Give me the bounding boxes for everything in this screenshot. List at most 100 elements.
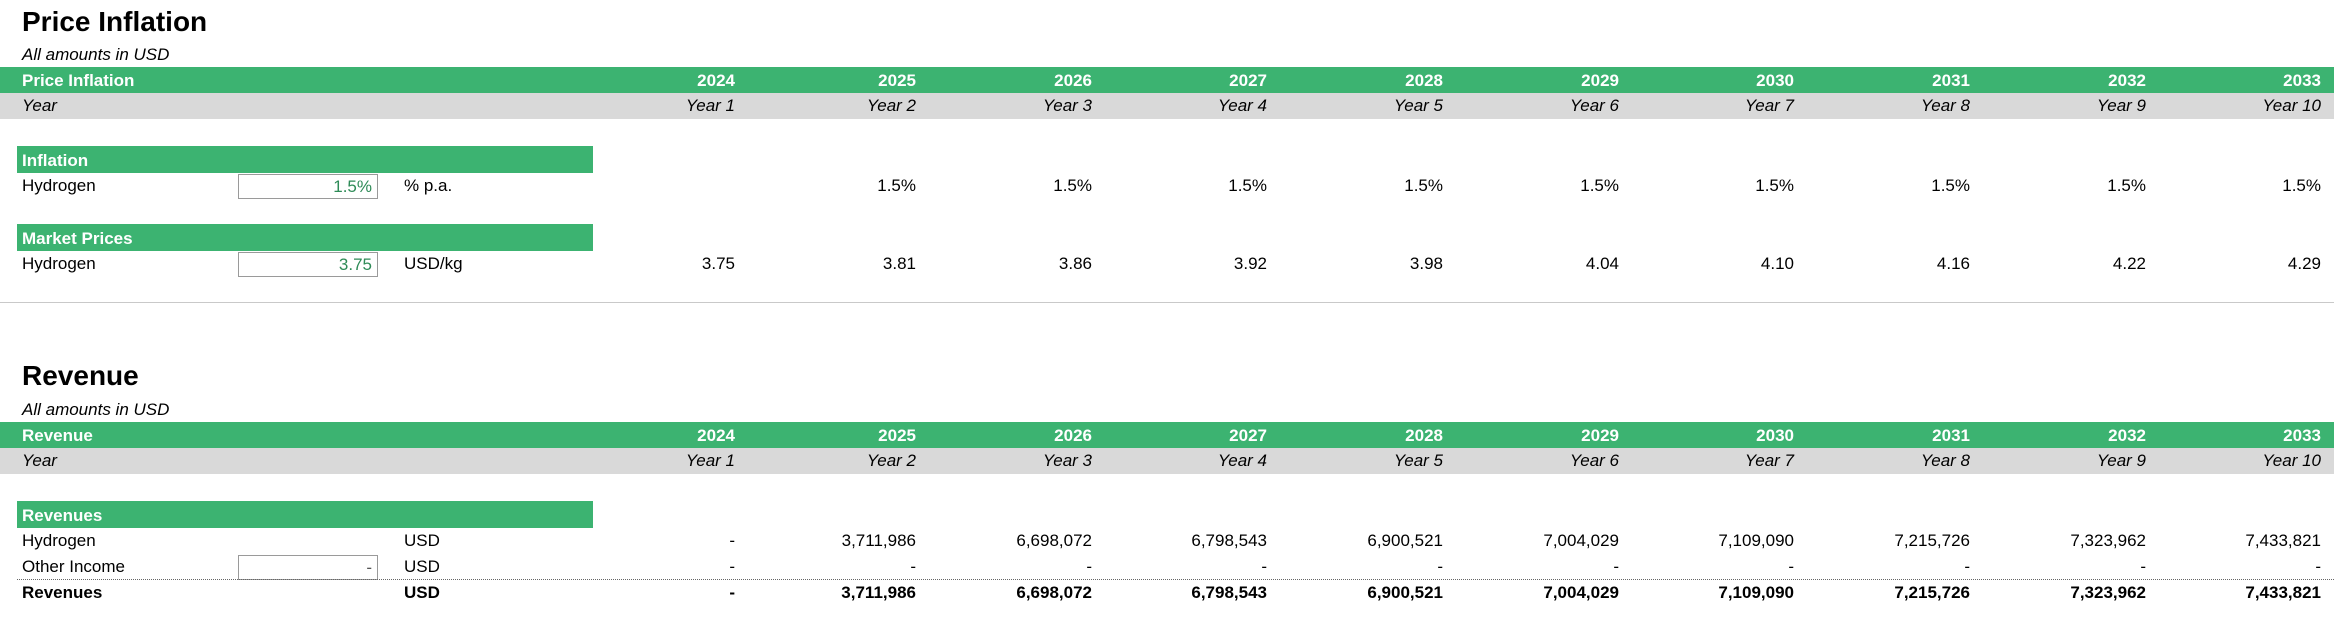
inflation-value-9: 1.5%: [2107, 176, 2146, 195]
rev-year-label-cell-5: Year 5: [1393, 451, 1443, 470]
pi-year-cell-2: 2025: [878, 71, 916, 90]
market-price-unit: USD/kg: [404, 254, 463, 273]
revenue-total-value-2: 3,711,986: [841, 583, 916, 602]
rev-year-cell-3: 2026: [1054, 426, 1092, 445]
revenue-total-label: Revenues: [22, 583, 103, 602]
revenue-year-band: Year Year 1 Year 2 Year 3 Year 4 Year 5 Year …: [0, 448, 2334, 474]
pi-year-cell-8: 2031: [1932, 71, 1970, 90]
revenue-other-income-value-7: -: [1788, 557, 1794, 576]
rev-year-label-cell-3: Year 3: [1042, 451, 1092, 470]
year-row-label: Year: [22, 96, 57, 115]
revenue-row-unit-other-income: USD: [404, 557, 440, 576]
revenue-hydrogen-value-4: 6,798,543: [1191, 531, 1267, 550]
rev-year-cell-9: 2032: [2108, 426, 2146, 445]
pi-year-label-cell-4: Year 4: [1217, 96, 1267, 115]
pi-year-cell-5: 2028: [1405, 71, 1443, 90]
pi-year-cell-1: 2024: [697, 71, 735, 90]
revenue-hydrogen-value-1: -: [729, 531, 735, 550]
revenue-other-income-value-9: -: [2140, 557, 2146, 576]
revenue-total-unit: USD: [404, 583, 440, 602]
pi-year-label-cell-2: Year 2: [866, 96, 916, 115]
market-price-value-5: 3.98: [1409, 254, 1443, 273]
revenue-header-band: Revenue 2024 2025 2026 2027 2028 2029 2030 2031…: [0, 422, 2334, 448]
market-price-value-2: 3.81: [882, 254, 916, 273]
revenues-section-header: Revenues: [17, 501, 593, 528]
revenue-other-income-value-8: -: [1964, 557, 1970, 576]
revenue-hydrogen-value-10: 7,433,821: [2245, 531, 2321, 550]
market-price-value-1: 3.75: [701, 254, 735, 273]
price-inflation-header-band: Price Inflation 2024 2025 2026 2027 2028 2029…: [0, 67, 2334, 93]
revenue-other-income-value-5: -: [1437, 557, 1443, 576]
inflation-value-4: 1.5%: [1228, 176, 1267, 195]
revenue-year-row-label: Year: [22, 451, 57, 470]
rev-year-label-cell-9: Year 9: [2096, 451, 2146, 470]
revenue-other-income-value-10: -: [2315, 557, 2321, 576]
revenue-hydrogen-value-9: 7,323,962: [2070, 531, 2146, 550]
revenue-row-unit-hydrogen: USD: [404, 531, 440, 550]
revenue-hydrogen-value-3: 6,698,072: [1016, 531, 1092, 550]
total-separator: [17, 579, 2334, 580]
inflation-row-label: Hydrogen: [22, 176, 96, 195]
revenue-row-label-other-income: Other Income: [22, 557, 125, 576]
rev-year-label-cell-6: Year 6: [1569, 451, 1619, 470]
revenue-total-value-1: -: [729, 583, 735, 602]
pi-year-cell-9: 2032: [2108, 71, 2146, 90]
market-price-value-10: 4.29: [2287, 254, 2321, 273]
revenue-subtitle: All amounts in USD: [22, 400, 170, 419]
rev-year-cell-4: 2027: [1229, 426, 1267, 445]
inflation-value-8: 1.5%: [1931, 176, 1970, 195]
revenue-other-income-value-4: -: [1261, 557, 1267, 576]
revenue-total-value-3: 6,698,072: [1016, 583, 1092, 602]
revenue-total-value-4: 6,798,543: [1191, 583, 1267, 602]
inflation-value-2: 1.5%: [877, 176, 916, 195]
pi-year-label-cell-10: Year 10: [2262, 96, 2321, 115]
rev-year-cell-10: 2033: [2283, 426, 2321, 445]
pi-year-label-cell-6: Year 6: [1569, 96, 1619, 115]
revenue-row-label-hydrogen: Hydrogen: [22, 531, 96, 550]
market-price-value-4: 3.92: [1233, 254, 1267, 273]
rev-year-label-cell-7: Year 7: [1744, 451, 1794, 470]
revenue-hydrogen-value-7: 7,109,090: [1718, 531, 1794, 550]
revenue-title: Revenue: [22, 360, 139, 391]
pi-year-label-cell-3: Year 3: [1042, 96, 1092, 115]
rev-year-label-cell-4: Year 4: [1217, 451, 1267, 470]
price-inflation-title: Price Inflation: [22, 6, 208, 37]
revenue-band-label: Revenue: [22, 426, 93, 445]
pi-year-cell-10: 2033: [2283, 71, 2321, 90]
inflation-value-10: 1.5%: [2282, 176, 2321, 195]
rev-year-label-cell-2: Year 2: [866, 451, 916, 470]
pi-year-label-cell-1: Year 1: [685, 96, 735, 115]
inflation-section-header: Inflation: [17, 146, 593, 173]
inflation-rate-input[interactable]: 1.5%: [238, 174, 378, 199]
rev-year-label-cell-1: Year 1: [685, 451, 735, 470]
revenue-total-value-7: 7,109,090: [1718, 583, 1794, 602]
other-income-input[interactable]: -: [238, 555, 378, 580]
rev-year-label-cell-8: Year 8: [1920, 451, 1970, 470]
revenue-total-value-6: 7,004,029: [1543, 583, 1619, 602]
revenue-hydrogen-value-8: 7,215,726: [1894, 531, 1970, 550]
pi-year-label-cell-5: Year 5: [1393, 96, 1443, 115]
market-price-value-8: 4.16: [1936, 254, 1970, 273]
rev-year-cell-8: 2031: [1932, 426, 1970, 445]
inflation-unit: % p.a.: [404, 176, 453, 195]
pi-year-label-cell-7: Year 7: [1744, 96, 1794, 115]
revenue-other-income-value-1: -: [729, 557, 735, 576]
inflation-value-3: 1.5%: [1053, 176, 1092, 195]
inflation-value-5: 1.5%: [1404, 176, 1443, 195]
pi-year-cell-3: 2026: [1054, 71, 1092, 90]
market-price-input[interactable]: 3.75: [238, 252, 378, 277]
revenue-total-value-5: 6,900,521: [1367, 583, 1443, 602]
price-inflation-year-band: Year Year 1 Year 2 Year 3 Year 4 Year 5 Year …: [0, 93, 2334, 119]
price-inflation-band-label: Price Inflation: [22, 71, 135, 90]
inflation-value-6: 1.5%: [1580, 176, 1619, 195]
market-price-value-7: 4.10: [1760, 254, 1794, 273]
rev-year-cell-5: 2028: [1405, 426, 1443, 445]
pi-year-cell-7: 2030: [1756, 71, 1794, 90]
market-price-row-label: Hydrogen: [22, 254, 96, 273]
rev-year-cell-1: 2024: [697, 426, 735, 445]
price-inflation-subtitle: All amounts in USD: [22, 45, 170, 64]
rev-year-cell-7: 2030: [1756, 426, 1794, 445]
market-price-value-9: 4.22: [2112, 254, 2146, 273]
revenue-other-income-value-3: -: [1086, 557, 1092, 576]
pi-year-label-cell-8: Year 8: [1920, 96, 1970, 115]
